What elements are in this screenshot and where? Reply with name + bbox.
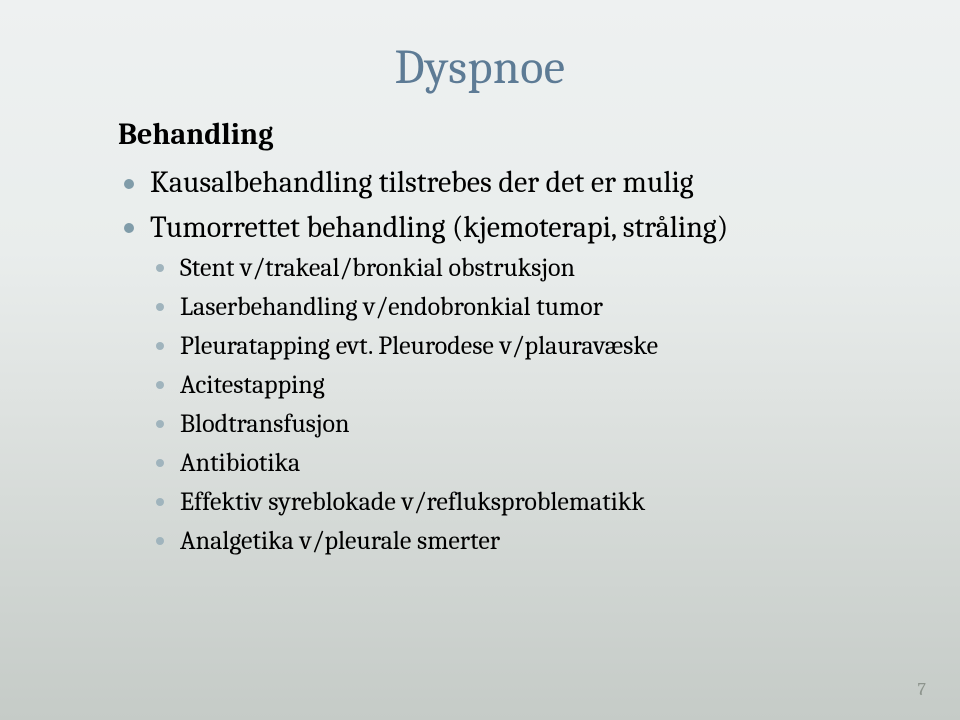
slide-subheading: Behandling xyxy=(118,117,890,152)
list-item: Analgetika v/pleurale smerter xyxy=(150,522,890,561)
list-item: Acitestapping xyxy=(150,366,890,405)
slide: Dyspnoe Behandling Kausalbehandling tils… xyxy=(0,0,960,720)
list-item-text: Analgetika v/pleurale smerter xyxy=(180,526,500,556)
list-item: Blodtransfusjon xyxy=(150,405,890,444)
list-item-text: Effektiv syreblokade v/refluksproblemati… xyxy=(180,487,645,517)
list-item-text: Kausalbehandling tilstrebes der det er m… xyxy=(150,165,694,200)
list-item-text: Blodtransfusjon xyxy=(180,409,349,439)
list-item: Pleuratapping evt. Pleurodese v/plauravæ… xyxy=(150,327,890,366)
list-item-text: Tumorrettet behandling (kjemoterapi, str… xyxy=(150,210,728,245)
list-item-text: Antibiotika xyxy=(180,448,300,478)
nested-bullet-list: Stent v/trakeal/bronkial obstruksjon Las… xyxy=(150,249,890,561)
list-item: Effektiv syreblokade v/refluksproblemati… xyxy=(150,483,890,522)
slide-title: Dyspnoe xyxy=(70,40,890,95)
list-item-text: Stent v/trakeal/bronkial obstruksjon xyxy=(180,253,575,283)
list-item: Stent v/trakeal/bronkial obstruksjon xyxy=(150,249,890,288)
list-item-text: Laserbehandling v/endobronkial tumor xyxy=(180,292,603,322)
list-item: Antibiotika xyxy=(150,444,890,483)
list-item: Kausalbehandling tilstrebes der det er m… xyxy=(118,162,890,205)
page-number: 7 xyxy=(918,679,926,700)
list-item-text: Pleuratapping evt. Pleurodese v/plauravæ… xyxy=(180,331,658,361)
list-item: Laserbehandling v/endobronkial tumor xyxy=(150,288,890,327)
bullet-list: Kausalbehandling tilstrebes der det er m… xyxy=(118,162,890,561)
list-item: Tumorrettet behandling (kjemoterapi, str… xyxy=(118,207,890,562)
list-item-text: Acitestapping xyxy=(180,370,325,400)
